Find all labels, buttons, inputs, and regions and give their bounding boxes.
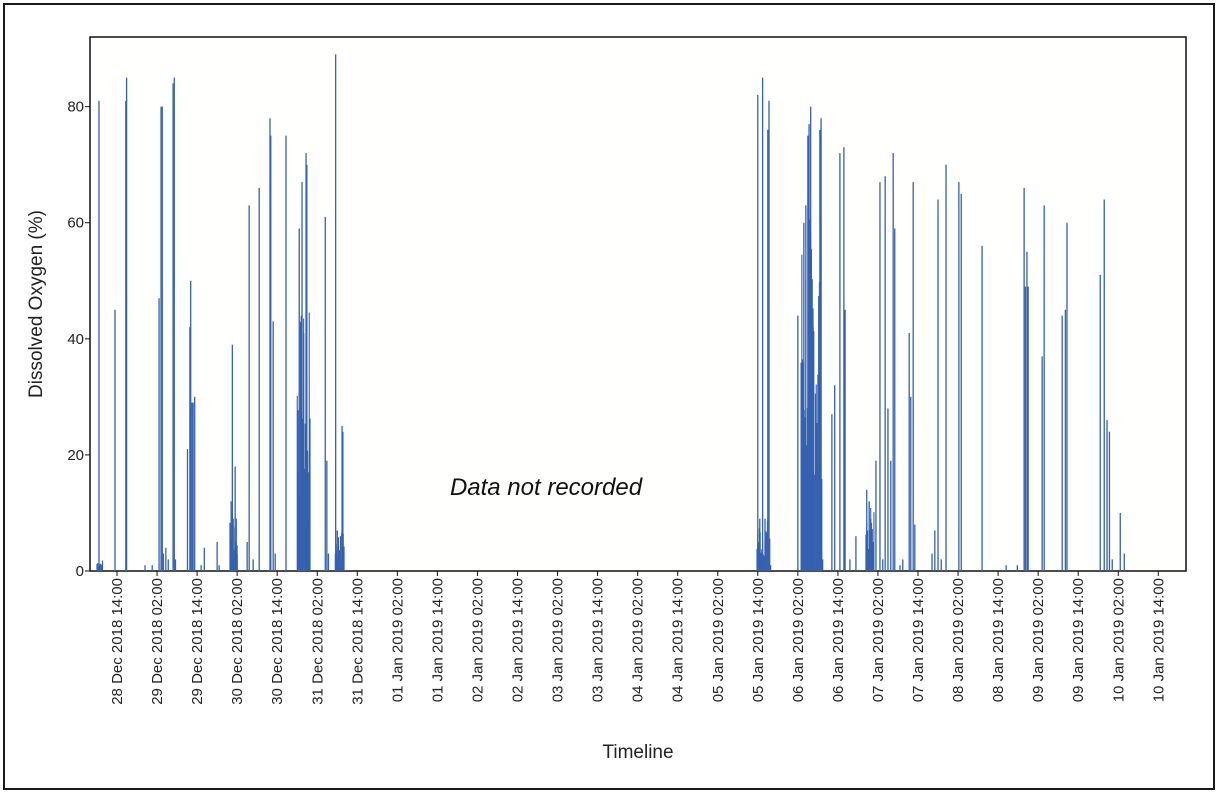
y-axis-label: Dissolved Oxygen (%) bbox=[26, 210, 47, 398]
x-tick-label: 04 Jan 2019 14:00 bbox=[670, 578, 687, 702]
x-tick-label: 09 Jan 2019 14:00 bbox=[1070, 578, 1087, 702]
y-tick-label: 60 bbox=[67, 215, 84, 232]
x-tick-label: 02 Jan 2019 02:00 bbox=[469, 578, 486, 702]
x-tick-label: 31 Dec 2018 14:00 bbox=[349, 578, 366, 705]
x-tick-label: 05 Jan 2019 14:00 bbox=[750, 578, 767, 702]
x-tick-label: 29 Dec 2018 14:00 bbox=[189, 578, 206, 705]
x-tick-label: 03 Jan 2019 14:00 bbox=[590, 578, 607, 702]
x-tick-label: 28 Dec 2018 14:00 bbox=[109, 578, 126, 705]
data-not-recorded-annotation: Data not recorded bbox=[450, 474, 643, 501]
x-tick-label: 05 Jan 2019 02:00 bbox=[710, 578, 727, 702]
y-axis: 0 20 40 60 80 bbox=[67, 99, 90, 580]
x-tick-label: 01 Jan 2019 14:00 bbox=[429, 578, 446, 702]
x-tick-label: 02 Jan 2019 14:00 bbox=[510, 578, 527, 702]
x-tick-label: 10 Jan 2019 02:00 bbox=[1110, 578, 1127, 702]
x-tick-label: 07 Jan 2019 14:00 bbox=[910, 578, 927, 702]
x-tick-label: 29 Dec 2018 02:00 bbox=[149, 578, 166, 705]
y-tick-label: 40 bbox=[67, 331, 84, 348]
x-tick-label: 03 Jan 2019 02:00 bbox=[550, 578, 567, 702]
x-axis-label: Timeline bbox=[602, 742, 673, 763]
bar-series bbox=[96, 54, 1125, 571]
x-tick-label: 06 Jan 2019 02:00 bbox=[790, 578, 807, 702]
y-tick-label: 0 bbox=[76, 563, 84, 580]
x-tick-label: 09 Jan 2019 02:00 bbox=[1030, 578, 1047, 702]
x-tick-label: 04 Jan 2019 02:00 bbox=[630, 578, 647, 702]
x-tick-label: 10 Jan 2019 14:00 bbox=[1150, 578, 1167, 702]
x-tick-label: 31 Dec 2018 02:00 bbox=[309, 578, 326, 705]
x-axis: 28 Dec 2018 14:00 29 Dec 2018 02:00 29 Dec… bbox=[109, 571, 1167, 705]
x-tick-label: 01 Jan 2019 02:00 bbox=[389, 578, 406, 702]
x-tick-label: 08 Jan 2019 02:00 bbox=[950, 578, 967, 702]
x-tick-label: 07 Jan 2019 02:00 bbox=[870, 578, 887, 702]
x-tick-label: 08 Jan 2019 14:00 bbox=[990, 578, 1007, 702]
y-tick-label: 20 bbox=[67, 447, 84, 464]
x-tick-label: 06 Jan 2019 14:00 bbox=[830, 578, 847, 702]
y-tick-label: 80 bbox=[67, 99, 84, 116]
x-tick-label: 30 Dec 2018 14:00 bbox=[269, 578, 286, 705]
x-tick-label: 30 Dec 2018 02:00 bbox=[229, 578, 246, 705]
